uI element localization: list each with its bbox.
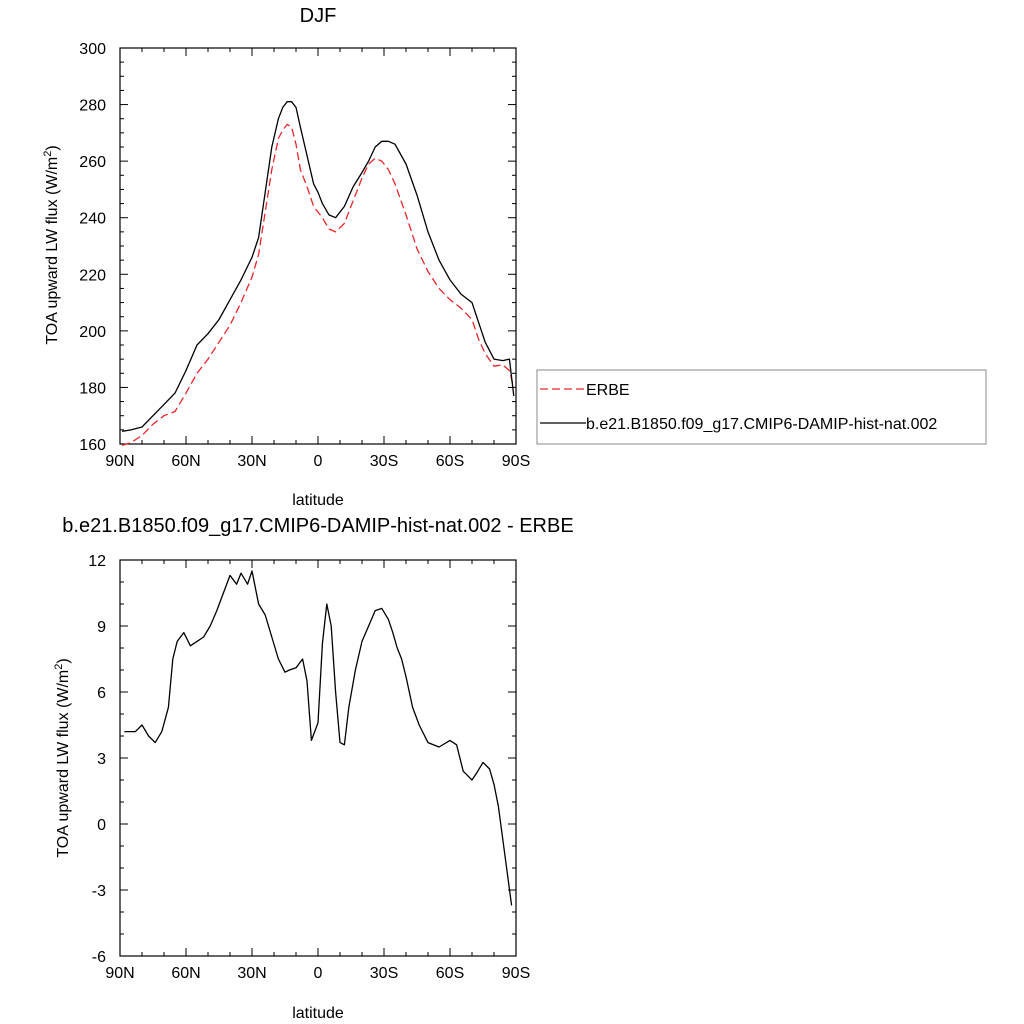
legend: ERBE b.e21.B1850.f09_g17.CMIP6-DAMIP-his… — [536, 369, 987, 445]
bottom-y-tick-label: -3 — [92, 883, 106, 900]
top-y-tick-label: 180 — [79, 380, 106, 397]
top-series-line-0 — [122, 123, 515, 447]
bottom-x-tick-label: 60N — [171, 965, 200, 982]
top-y-tick-label: 280 — [79, 98, 106, 115]
top-y-axis-label-superscript: 2 — [42, 151, 54, 157]
bottom-chart-title: b.e21.B1850.f09_g17.CMIP6-DAMIP-hist-nat… — [62, 515, 573, 537]
legend-erbe-label: ERBE — [586, 382, 630, 399]
top-x-tick-label: 30S — [370, 453, 398, 470]
top-y-tick-label: 300 — [79, 41, 106, 58]
top-chart-title: DJF — [300, 5, 337, 27]
bottom-x-tick-label: 90N — [105, 965, 134, 982]
bottom-x-tick-label: 30S — [370, 965, 398, 982]
bottom-y-axis-label-suffix: ) — [55, 658, 72, 663]
top-y-tick-label: 240 — [79, 211, 106, 228]
top-y-axis-label-main: TOA upward LW flux (W/m — [44, 157, 61, 345]
bottom-y-tick-label: 9 — [97, 619, 106, 636]
bottom-y-axis-label: TOA upward LW flux (W/m2) — [53, 658, 72, 857]
bottom-plot-frame — [119, 559, 517, 957]
top-x-tick-label: 90N — [105, 453, 134, 470]
bottom-x-tick-label: 60S — [436, 965, 464, 982]
top-y-tick-label: 260 — [79, 154, 106, 171]
bottom-x-tick-label: 0 — [314, 965, 323, 982]
bottom-y-axis-label-superscript: 2 — [53, 664, 65, 670]
bottom-x-tick-label: 30N — [237, 965, 266, 982]
top-y-axis-label: TOA upward LW flux (W/m2) — [42, 145, 61, 344]
top-y-tick-label: 220 — [79, 267, 106, 284]
bottom-plot-area: 90N 60N 30N 0 30S 60S 90S -6 -3 0 3 6 9 12 — [88, 553, 530, 982]
bottom-y-tick-label: 6 — [97, 685, 106, 702]
top-x-tick-label: 60N — [171, 453, 200, 470]
bottom-y-tick-label: 12 — [88, 553, 106, 570]
legend-model-label: b.e21.B1850.f09_g17.CMIP6-DAMIP-hist-nat… — [586, 416, 937, 433]
top-y-axis-label-suffix: ) — [44, 145, 61, 150]
bottom-x-tick-label: 90S — [502, 965, 530, 982]
top-x-tick-label: 0 — [314, 453, 323, 470]
bottom-y-tick-label: 0 — [97, 817, 106, 834]
top-series-line-1 — [122, 101, 515, 432]
top-panel: DJF 90N 60N 30N 0 30S 60S 90S 160 180 200 220 240 26… — [42, 5, 987, 509]
bottom-y-tick-label: -6 — [92, 949, 106, 966]
bottom-x-axis-label: latitude — [292, 1005, 344, 1022]
bottom-y-axis-label-main: TOA upward LW flux (W/m — [55, 670, 72, 858]
bottom-y-tick-label: 3 — [97, 751, 106, 768]
top-y-tick-label: 200 — [79, 324, 106, 341]
top-y-tick-label: 160 — [79, 437, 106, 454]
bottom-series-line-0 — [124, 570, 513, 906]
top-x-tick-label: 30N — [237, 453, 266, 470]
legend-box — [536, 369, 987, 445]
top-plot-area: 90N 60N 30N 0 30S 60S 90S 160 180 200 220 240 260 280… — [79, 41, 530, 470]
bottom-panel: b.e21.B1850.f09_g17.CMIP6-DAMIP-hist-nat… — [53, 515, 574, 1022]
top-x-axis-label: latitude — [292, 492, 344, 509]
top-x-tick-label: 60S — [436, 453, 464, 470]
top-x-tick-label: 90S — [502, 453, 530, 470]
